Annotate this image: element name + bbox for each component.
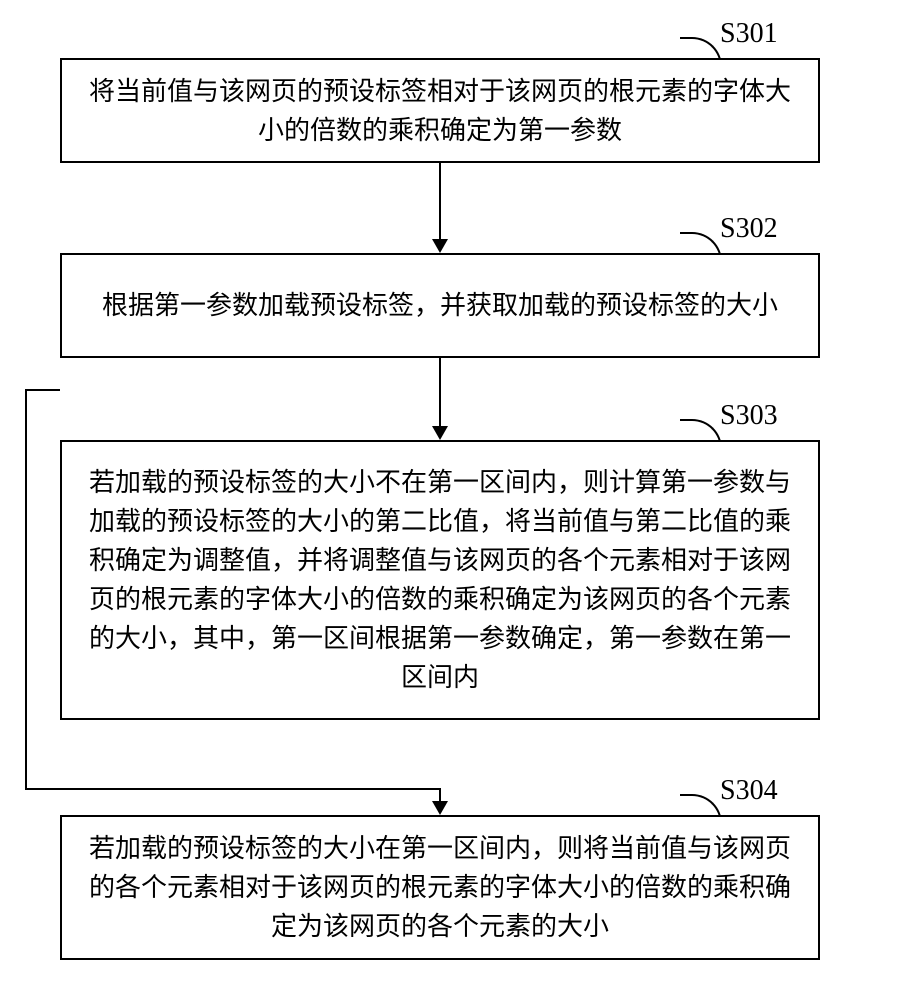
step-label-s301: S301: [720, 18, 778, 50]
step-text: 将当前值与该网页的预设标签相对于该网页的根元素的字体大小的倍数的乘积确定为第一参…: [82, 72, 798, 150]
arrow-head-icon: [432, 239, 448, 253]
step-text: 若加载的预设标签的大小不在第一区间内，则计算第一参数与加载的预设标签的大小的第二…: [82, 463, 798, 697]
arrow: [439, 788, 441, 801]
arrow: [25, 788, 440, 790]
step-box-s301: 将当前值与该网页的预设标签相对于该网页的根元素的字体大小的倍数的乘积确定为第一参…: [60, 58, 820, 163]
arrow-head-icon: [432, 801, 448, 815]
arrow: [439, 163, 441, 239]
arrow: [25, 389, 27, 790]
step-box-s302: 根据第一参数加载预设标签，并获取加载的预设标签的大小: [60, 253, 820, 358]
arrow: [25, 389, 60, 391]
arrow-head-icon: [432, 426, 448, 440]
arrow: [439, 358, 441, 426]
step-label-s302: S302: [720, 213, 778, 245]
flowchart-canvas: S301 将当前值与该网页的预设标签相对于该网页的根元素的字体大小的倍数的乘积确…: [0, 0, 910, 1000]
step-text: 根据第一参数加载预设标签，并获取加载的预设标签的大小: [102, 286, 778, 325]
step-box-s303: 若加载的预设标签的大小不在第一区间内，则计算第一参数与加载的预设标签的大小的第二…: [60, 440, 820, 720]
step-label-s303: S303: [720, 400, 778, 432]
step-text: 若加载的预设标签的大小在第一区间内，则将当前值与该网页的各个元素相对于该网页的根…: [82, 829, 798, 946]
step-box-s304: 若加载的预设标签的大小在第一区间内，则将当前值与该网页的各个元素相对于该网页的根…: [60, 815, 820, 960]
step-label-s304: S304: [720, 775, 778, 807]
